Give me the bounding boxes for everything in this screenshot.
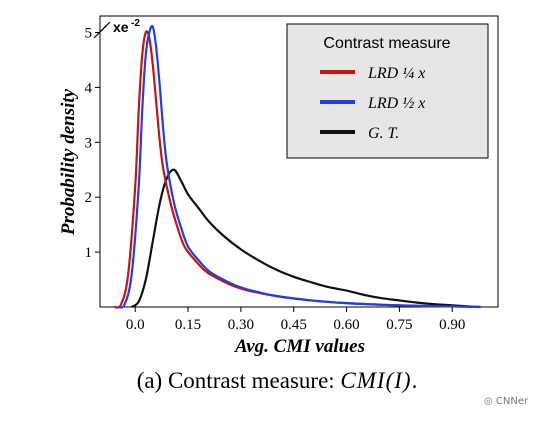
series-line-lrd-half xyxy=(117,24,481,309)
caption-math: CMI(I) xyxy=(340,368,412,393)
x-tick-label: 0.60 xyxy=(333,317,359,333)
legend-title: Contrast measure xyxy=(323,35,450,52)
legend: Contrast measure LRD ¼ x LRD ½ x G. T. xyxy=(286,23,489,159)
x-tick-label: 0.90 xyxy=(439,317,465,333)
y-axis-title: Probability density xyxy=(58,88,79,236)
series-layer xyxy=(113,24,481,309)
y-tick-label: 4 xyxy=(85,80,93,96)
series-line-gt xyxy=(131,168,481,309)
y-scale-label: xe xyxy=(113,19,129,35)
x-tick-label: 0.45 xyxy=(281,317,307,333)
x-tick-label: 0.15 xyxy=(175,317,201,333)
caption-suffix: . xyxy=(411,368,418,393)
y-tick-label: 1 xyxy=(85,245,93,261)
y-scale-exponent: -2 xyxy=(131,18,140,29)
y-axis: 1 2 3 4 5 xyxy=(85,25,100,261)
x-axis-title: Avg. CMI values xyxy=(234,336,365,357)
y-scale-annotation: xe -2 xyxy=(93,18,140,39)
y-tick-label: 3 xyxy=(85,135,93,151)
figure-caption: (a) Contrast measure: CMI(I). xyxy=(0,368,554,394)
x-axis: 0.0 0.15 0.30 0.45 0.60 0.75 0.90 xyxy=(126,307,465,333)
legend-entry-lrd-quarter: LRD ¼ x xyxy=(367,65,425,82)
legend-entry-lrd-half: LRD ½ x xyxy=(367,95,425,112)
caption-prefix: (a) Contrast measure: xyxy=(136,368,341,393)
watermark: ◎ CNNer xyxy=(484,396,528,407)
legend-box xyxy=(286,23,489,159)
x-tick-label: 0.75 xyxy=(386,317,412,333)
legend-entry-gt: G. T. xyxy=(368,125,399,142)
watermark-icon: ◎ xyxy=(484,396,496,407)
x-tick-label: 0.0 xyxy=(126,317,145,333)
watermark-text: CNNer xyxy=(495,396,529,407)
y-tick-label: 2 xyxy=(85,190,93,206)
y-tick-label: 5 xyxy=(85,25,93,41)
x-tick-label: 0.30 xyxy=(228,317,254,333)
